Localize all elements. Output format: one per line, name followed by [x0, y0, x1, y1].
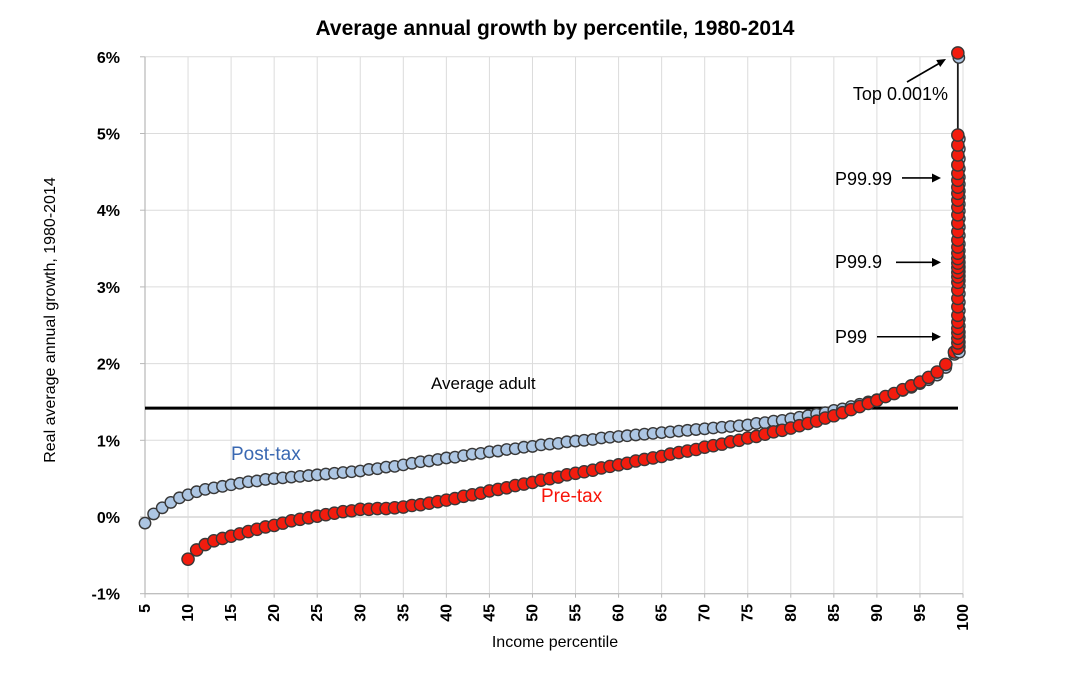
chart-title: Average annual growth by percentile, 198…	[315, 17, 795, 40]
p9999-arrow-head	[932, 173, 941, 183]
top-0001-arrow-line	[906, 62, 940, 83]
x-tick-label: 5	[137, 604, 154, 613]
y-tick-label: 1%	[97, 433, 120, 450]
y-tick-label: 6%	[97, 50, 120, 67]
y-tick-label: 5%	[97, 127, 120, 144]
pre-tax-stack-point	[951, 128, 965, 142]
x-tick-label: 60	[611, 604, 628, 622]
p999-arrow-head	[932, 257, 941, 267]
pre-tax-point	[181, 552, 195, 566]
post-tax-point	[147, 507, 161, 521]
x-tick-label: 35	[395, 604, 412, 622]
x-tick-label: 10	[180, 604, 197, 622]
post-tax-series-label: Post-tax	[231, 444, 301, 465]
y-tick-label: 2%	[97, 357, 120, 374]
post-tax-point	[138, 516, 152, 530]
y-axis-title: Real average annual growth, 1980-2014	[42, 177, 59, 463]
x-tick-label: 90	[869, 604, 886, 622]
x-tick-label: 25	[309, 604, 326, 622]
x-tick-label: 65	[654, 604, 671, 622]
top-0001-arrow-head	[936, 59, 946, 67]
x-tick-label: 80	[783, 604, 800, 622]
pre-tax-series-label: Pre-tax	[541, 486, 603, 507]
y-tick-label: 0%	[97, 510, 120, 527]
x-tick-label: 70	[697, 604, 714, 622]
y-tick-label: -1%	[92, 587, 120, 604]
annotation-p999: P99.9	[835, 252, 883, 272]
pre-tax-point	[930, 365, 944, 379]
x-tick-label: 100	[955, 604, 972, 631]
x-tick-label: 15	[223, 604, 240, 622]
x-tick-label: 75	[740, 604, 757, 622]
pre-tax-point	[938, 357, 953, 372]
pre-tax-top-point	[951, 46, 965, 60]
x-axis-title: Income percentile	[491, 634, 619, 651]
x-tick-label: 95	[912, 604, 929, 622]
x-tick-label: 20	[266, 604, 283, 622]
average-adult-label: Average adult	[431, 374, 536, 393]
y-tick-label: 4%	[97, 203, 120, 220]
p99-arrow-head	[932, 332, 941, 342]
x-tick-label: 45	[481, 604, 498, 622]
annotation-p99: P99	[835, 327, 868, 347]
annotation-top-0001: Top 0.001%	[852, 84, 948, 104]
annotation-p9999: P99.99	[835, 169, 893, 189]
x-tick-label: 30	[352, 604, 369, 622]
x-tick-label: 40	[438, 604, 455, 622]
x-tick-label: 85	[826, 604, 843, 622]
y-tick-label: 3%	[97, 280, 120, 297]
x-tick-label: 55	[568, 604, 585, 622]
x-tick-label: 50	[524, 604, 541, 622]
